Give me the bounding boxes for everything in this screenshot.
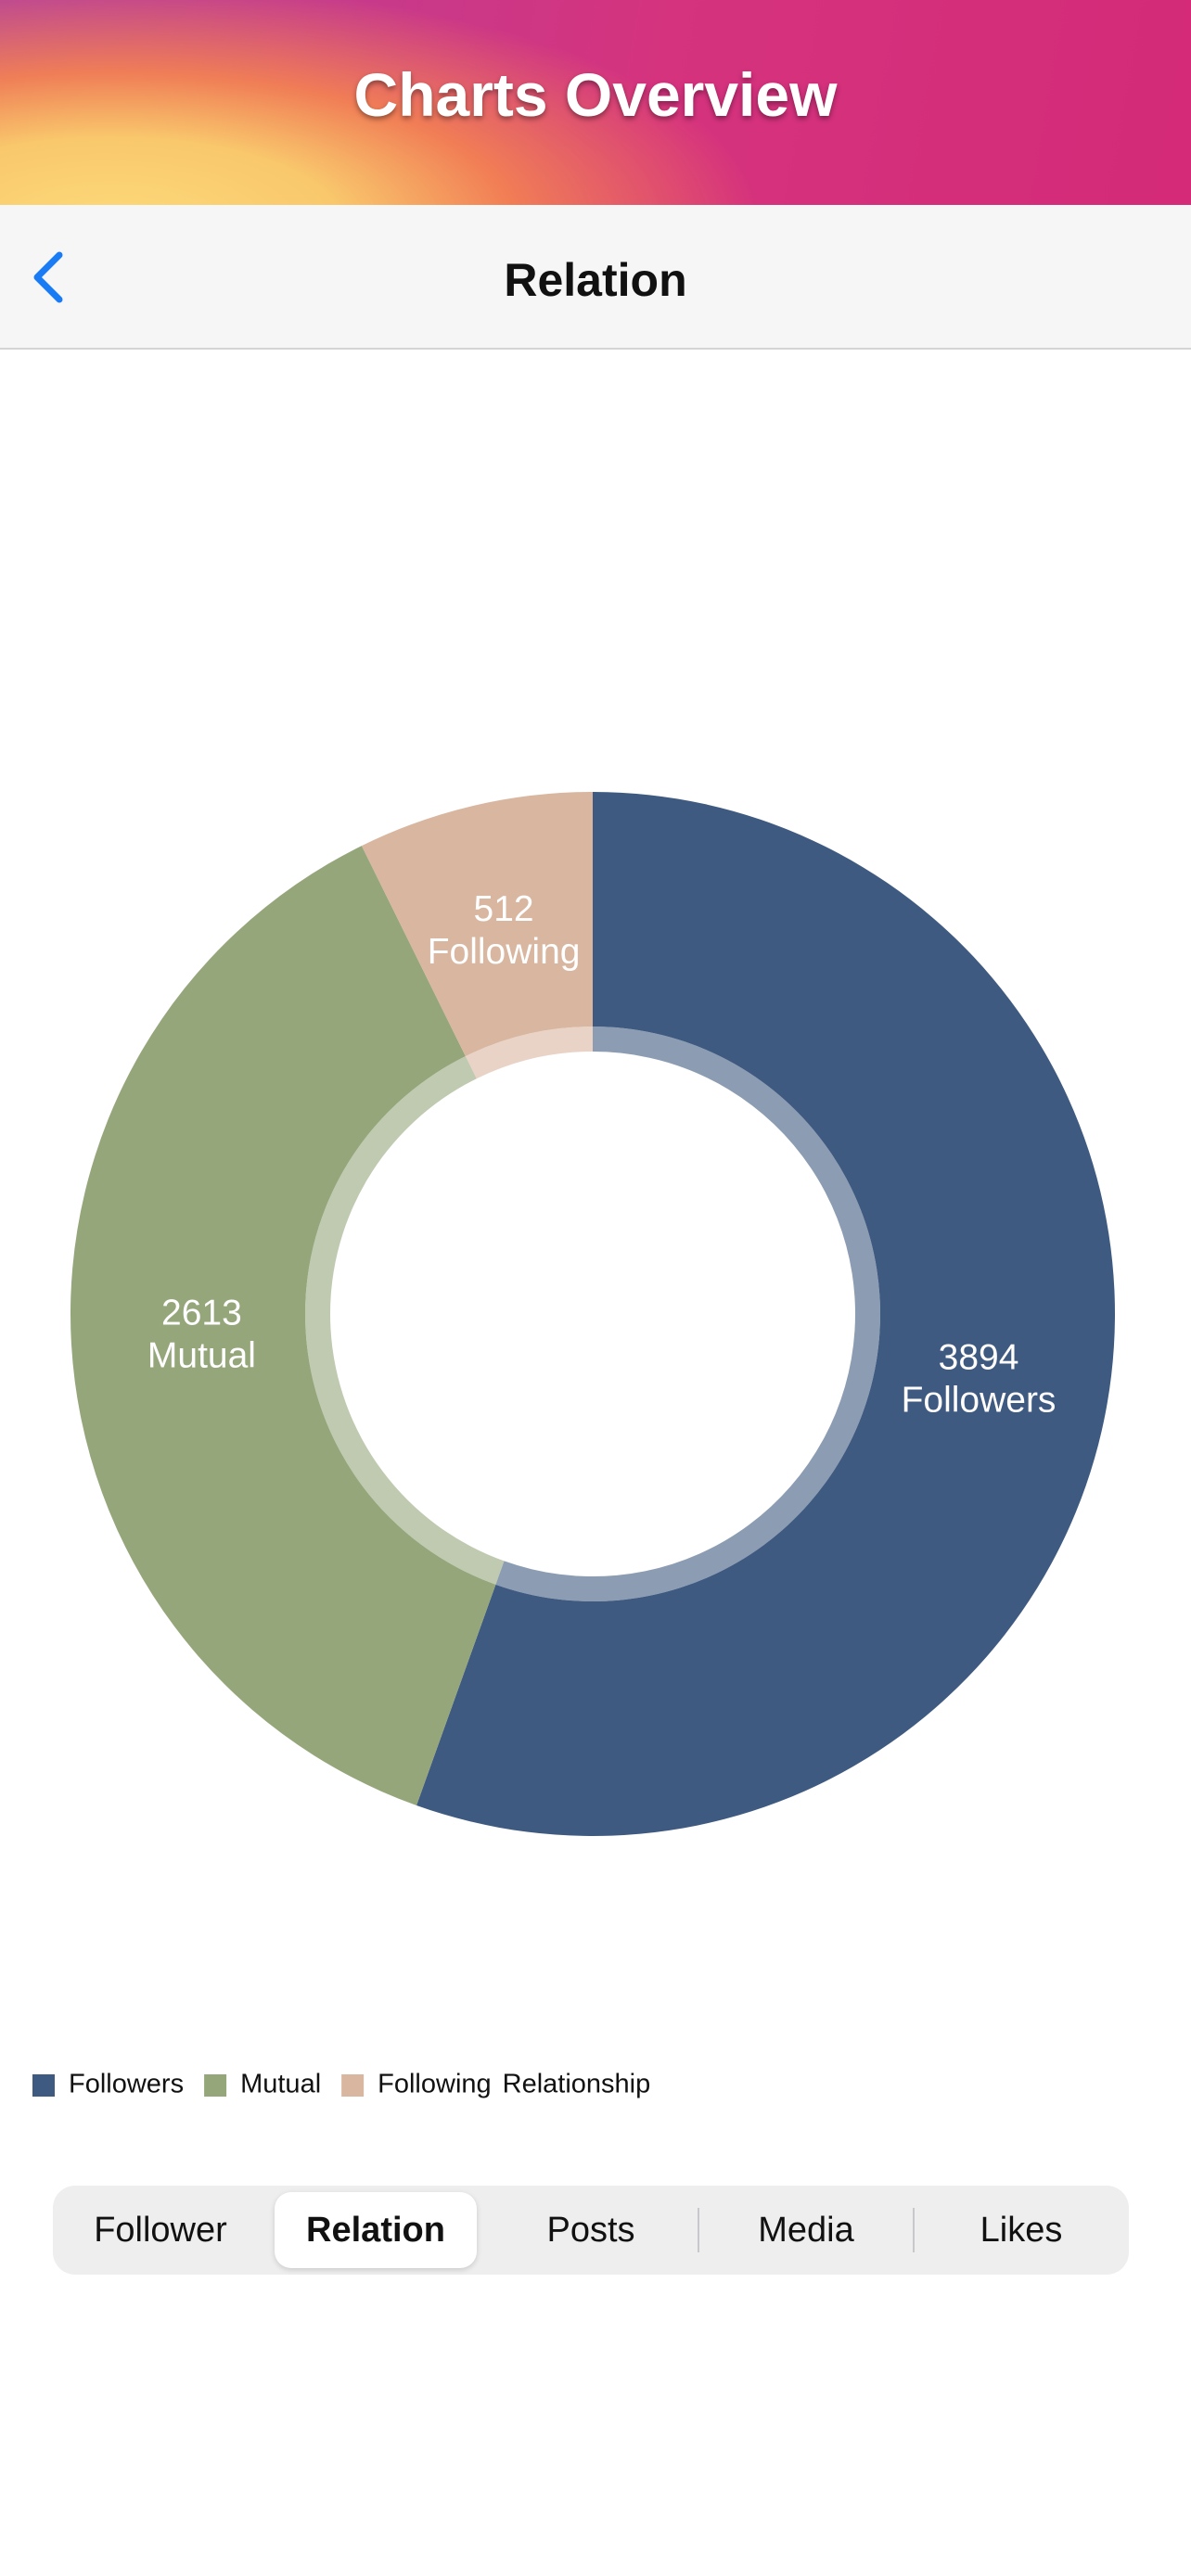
segment-tab[interactable]: Follower (94, 2211, 227, 2250)
segment-tab[interactable]: Posts (546, 2211, 634, 2250)
segment-tab[interactable]: Relation (306, 2211, 445, 2250)
pie-inner-ring (465, 1027, 593, 1079)
nav-title: Relation (504, 254, 687, 306)
segmented-control (53, 2186, 1129, 2275)
pie-segment (361, 792, 593, 1056)
header-title: Charts Overview (353, 60, 838, 129)
legend-swatch (32, 2074, 55, 2097)
legend-swatch (204, 2074, 227, 2097)
header-bar: Charts Overview (0, 0, 1191, 205)
back-button[interactable] (28, 249, 74, 305)
data-label-name: Following (428, 932, 581, 972)
selected-segment (275, 2192, 477, 2268)
pie-inner-ring (495, 1027, 880, 1601)
legend-swatch (341, 2074, 365, 2097)
nav-bar: Relation (0, 205, 1191, 350)
data-label-value: 3894 (939, 1338, 1019, 1378)
legend-label: Mutual (240, 2070, 321, 2099)
pie-segment (70, 846, 496, 1805)
pie-segment (416, 792, 1116, 1836)
legend-label: Following (378, 2070, 492, 2099)
data-label-name: Mutual (147, 1335, 256, 1375)
segment-tab[interactable]: Media (758, 2211, 854, 2250)
data-label-value: 512 (474, 889, 534, 929)
legend-title: Relationship (503, 2070, 651, 2099)
data-label-value: 2613 (161, 1293, 242, 1333)
data-label-name: Followers (902, 1381, 1057, 1421)
pie-inner-ring (305, 1055, 505, 1585)
legend-label: Followers (69, 2070, 184, 2099)
segment-tab[interactable]: Likes (980, 2211, 1063, 2250)
